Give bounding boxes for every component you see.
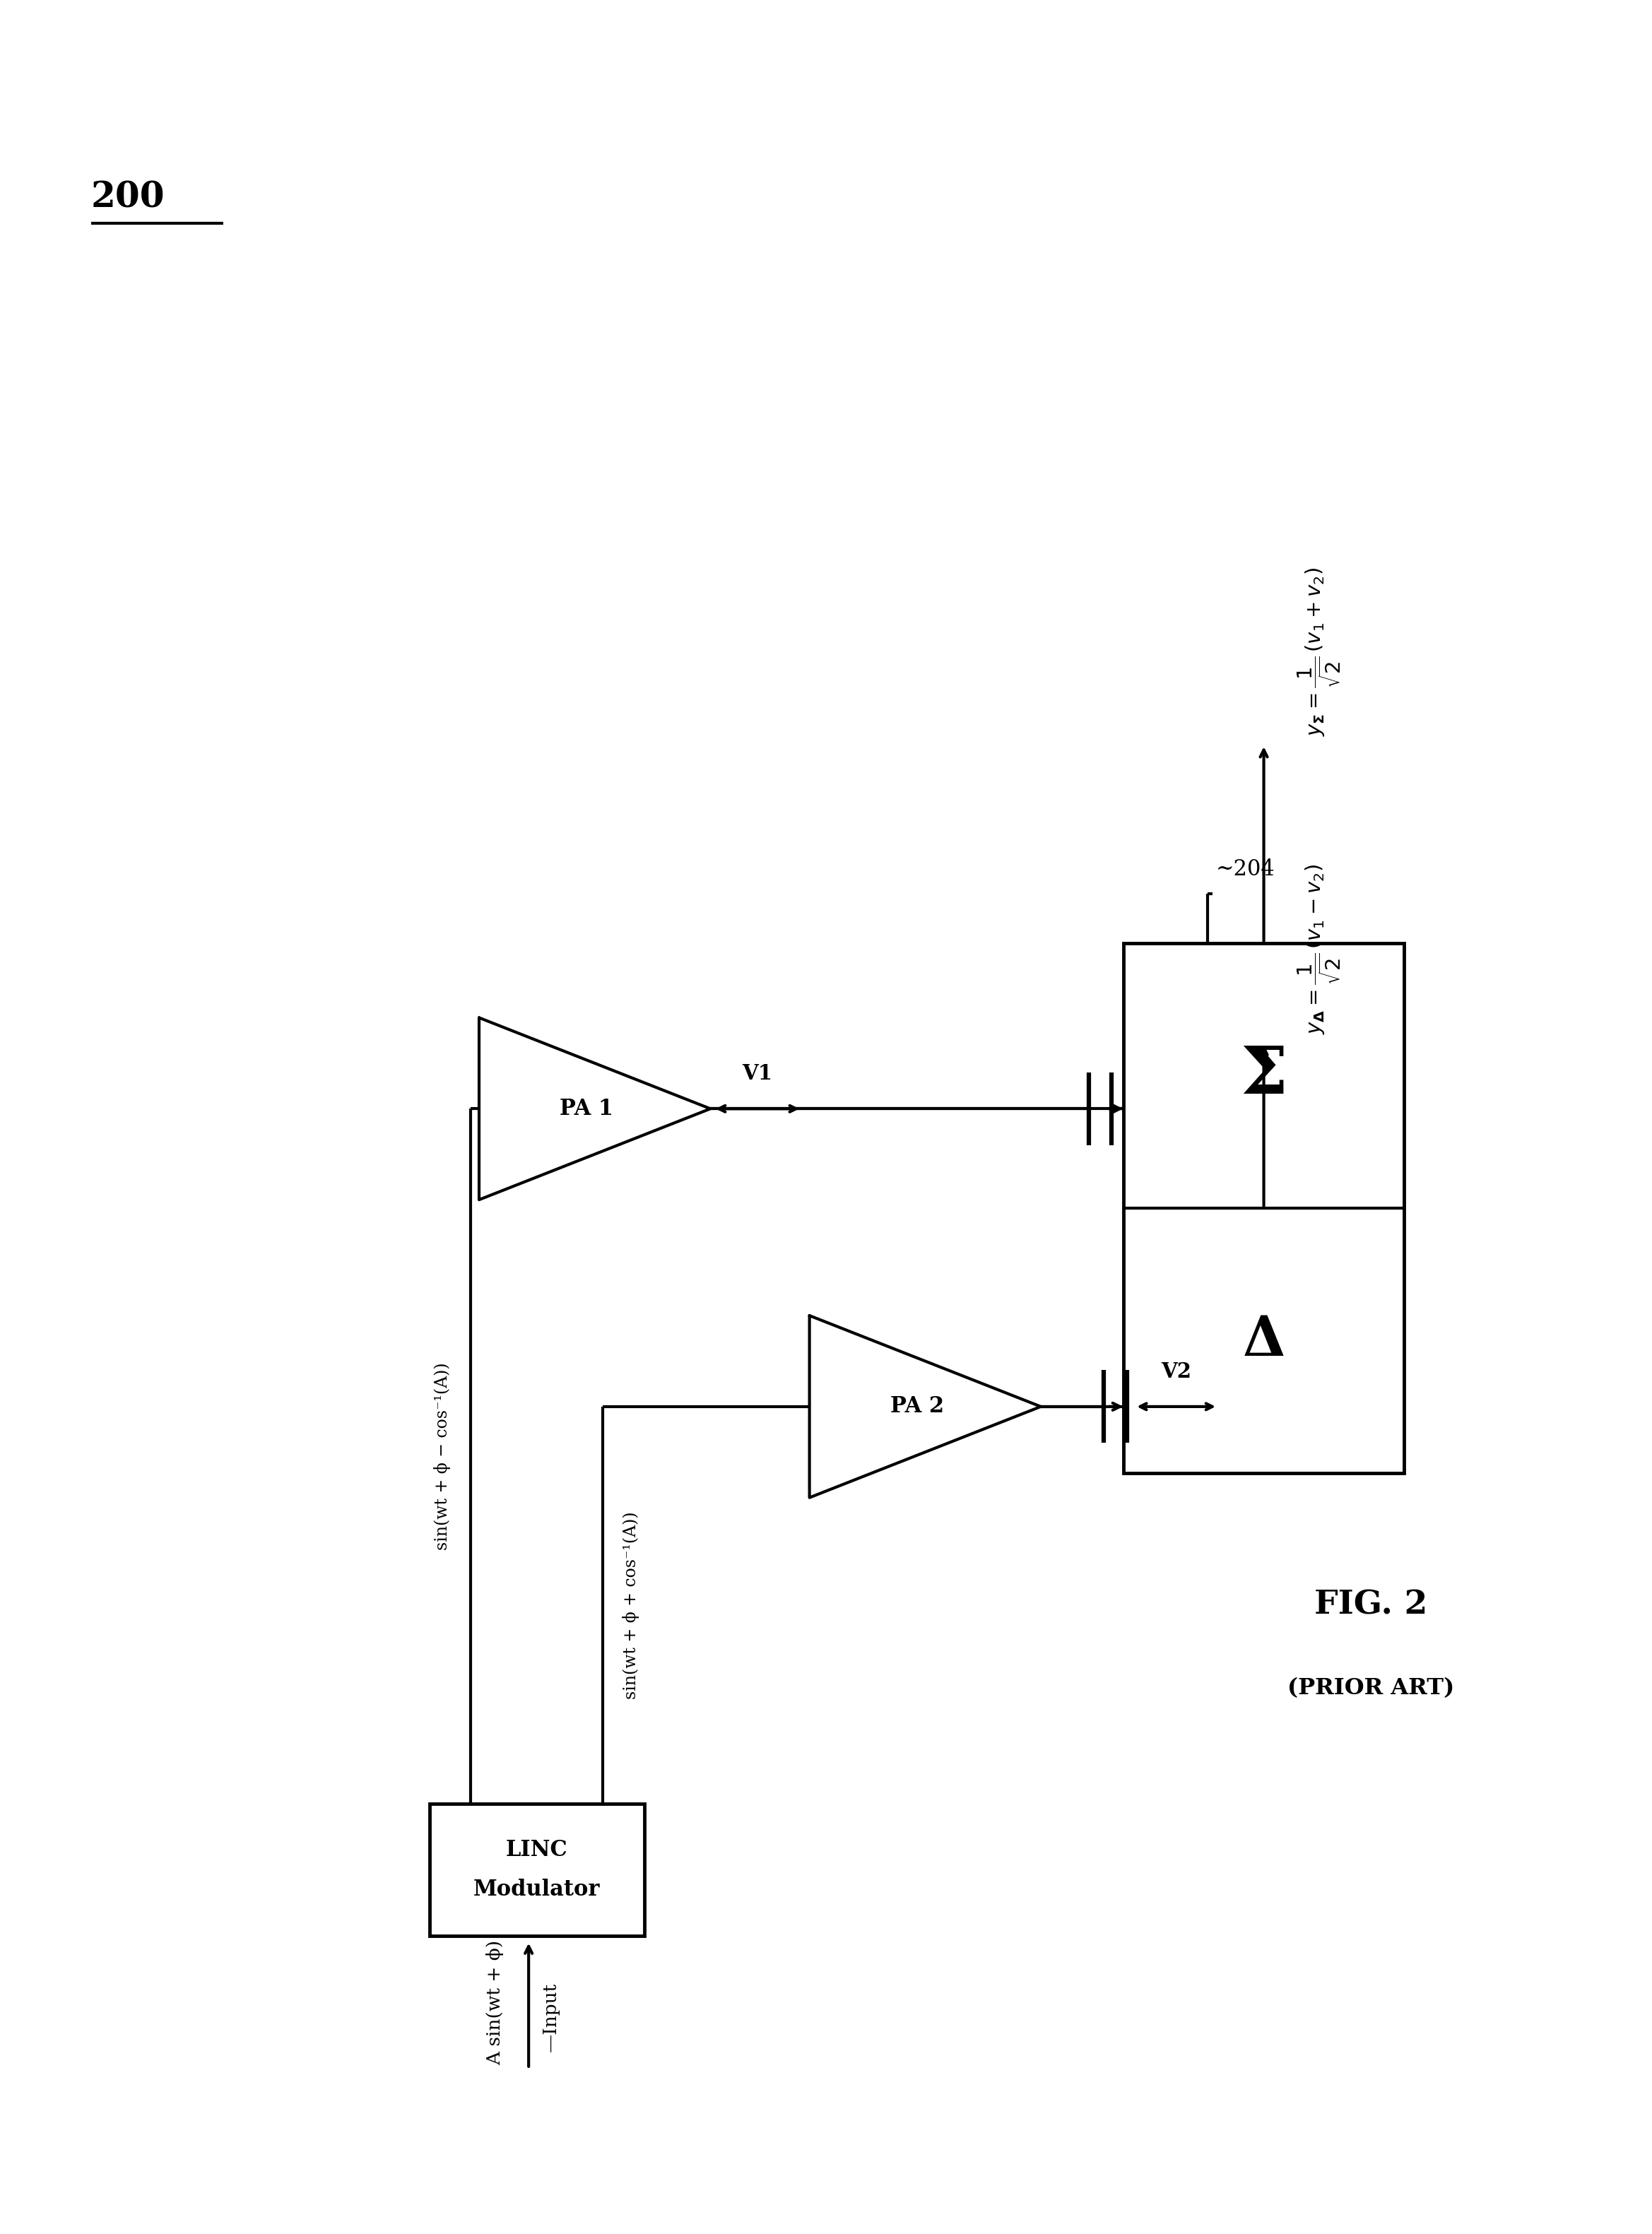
Text: ~204: ~204 [1216, 858, 1275, 880]
Bar [430, 1803, 644, 1937]
Text: $y_\mathbf{\Sigma}=\dfrac{1}{\sqrt{2}}\,(v_1+v_2)$: $y_\mathbf{\Sigma}=\dfrac{1}{\sqrt{2}}\,… [1297, 567, 1343, 737]
Text: PA 1: PA 1 [560, 1097, 613, 1119]
Text: A sin(wt + ϕ): A sin(wt + ϕ) [486, 1939, 504, 2064]
Text: PA 2: PA 2 [890, 1396, 943, 1419]
Text: FIG. 2: FIG. 2 [1315, 1588, 1427, 1622]
Text: Modulator: Modulator [474, 1879, 600, 1901]
Text: V2: V2 [1161, 1361, 1191, 1383]
Text: sin(wt + ϕ − cos⁻¹(A)): sin(wt + ϕ − cos⁻¹(A)) [434, 1363, 451, 1550]
Text: Δ: Δ [1242, 1314, 1285, 1367]
Text: 200: 200 [91, 181, 165, 214]
Text: LINC: LINC [506, 1839, 568, 1861]
Text: $y_\mathbf{\Delta}=\dfrac{1}{\sqrt{2}}\,(v_1-v_2)$: $y_\mathbf{\Delta}=\dfrac{1}{\sqrt{2}}\,… [1297, 865, 1343, 1034]
Bar [1123, 943, 1404, 1472]
Text: V1: V1 [742, 1063, 773, 1083]
Text: —Input: —Input [542, 1982, 560, 2053]
Text: Σ: Σ [1241, 1043, 1287, 1108]
Text: sin(wt + ϕ + cos⁻¹(A)): sin(wt + ϕ + cos⁻¹(A)) [623, 1512, 639, 1700]
Text: (PRIOR ART): (PRIOR ART) [1287, 1678, 1455, 1698]
